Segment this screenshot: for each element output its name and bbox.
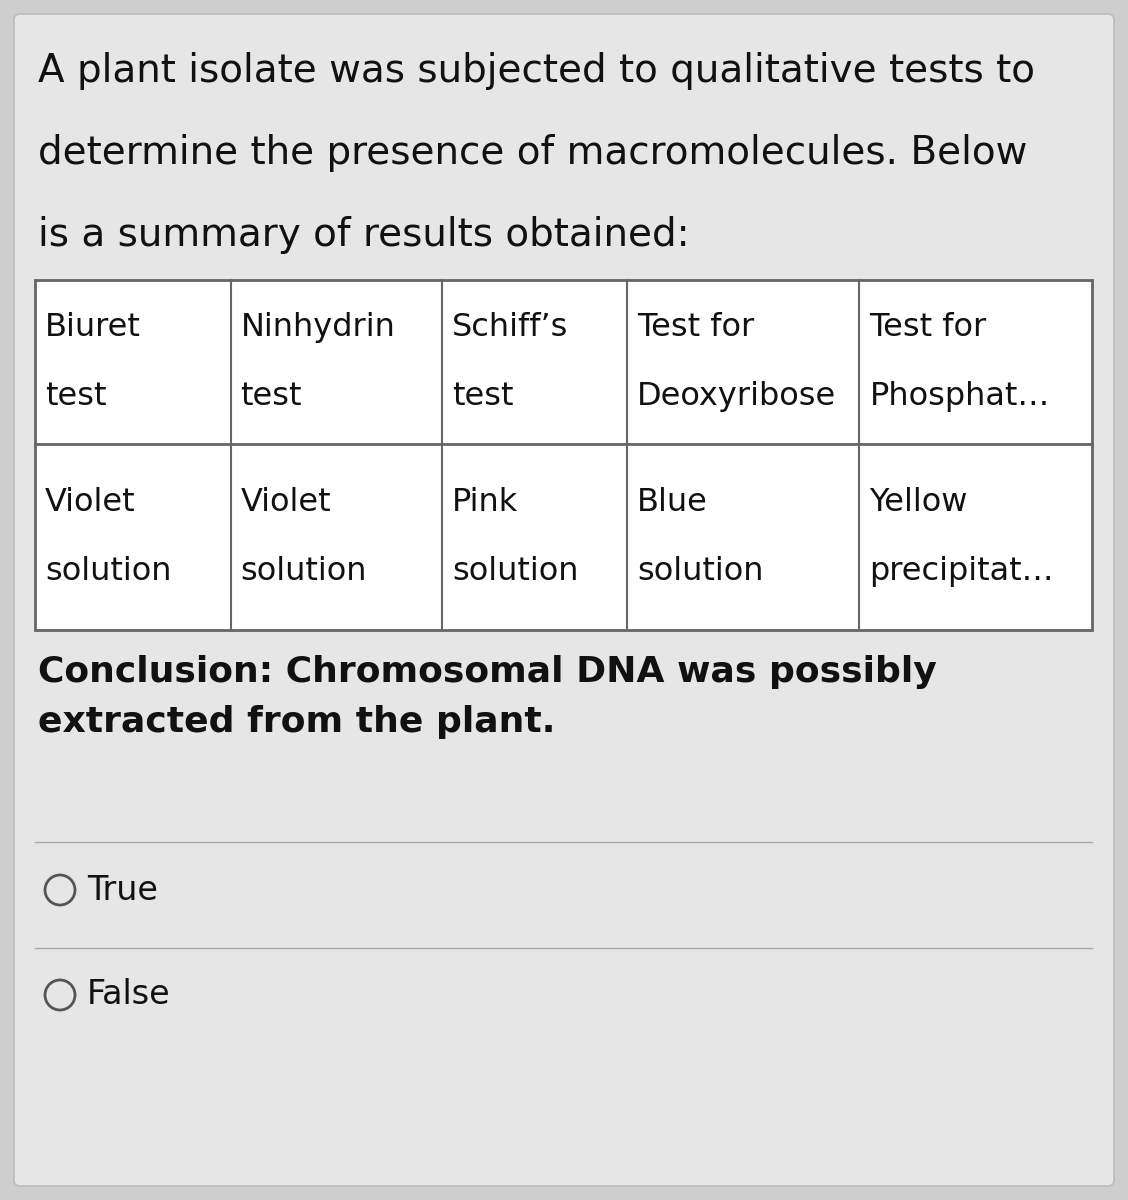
Text: test: test	[452, 382, 513, 412]
Text: Phosphat…: Phosphat…	[870, 382, 1050, 412]
Text: solution: solution	[240, 556, 367, 587]
Text: Yellow: Yellow	[870, 487, 968, 518]
Text: solution: solution	[637, 556, 764, 587]
Text: True: True	[87, 874, 158, 906]
Text: Violet: Violet	[45, 487, 135, 518]
Text: solution: solution	[45, 556, 171, 587]
Text: solution: solution	[452, 556, 579, 587]
Text: Deoxyribose: Deoxyribose	[637, 382, 836, 412]
Text: Violet: Violet	[240, 487, 332, 518]
Text: A plant isolate was subjected to qualitative tests to: A plant isolate was subjected to qualita…	[38, 52, 1036, 90]
Text: Schiff’s: Schiff’s	[452, 312, 569, 343]
Text: False: False	[87, 978, 170, 1012]
Text: Test for: Test for	[870, 312, 987, 343]
Text: Blue: Blue	[637, 487, 707, 518]
Text: Conclusion: Chromosomal DNA was possibly: Conclusion: Chromosomal DNA was possibly	[38, 655, 936, 689]
Bar	[35, 280, 1092, 630]
Text: test: test	[45, 382, 106, 412]
Text: test: test	[240, 382, 302, 412]
Text: extracted from the plant.: extracted from the plant.	[38, 704, 555, 739]
Bar	[35, 280, 1092, 630]
FancyBboxPatch shape	[14, 14, 1114, 1186]
Text: is a summary of results obtained:: is a summary of results obtained:	[38, 216, 689, 254]
Text: Biuret: Biuret	[45, 312, 141, 343]
Text: precipitat…: precipitat…	[870, 556, 1054, 587]
Text: Pink: Pink	[452, 487, 518, 518]
Text: determine the presence of macromolecules. Below: determine the presence of macromolecules…	[38, 134, 1028, 172]
Text: Test for: Test for	[637, 312, 755, 343]
Text: Ninhydrin: Ninhydrin	[240, 312, 396, 343]
